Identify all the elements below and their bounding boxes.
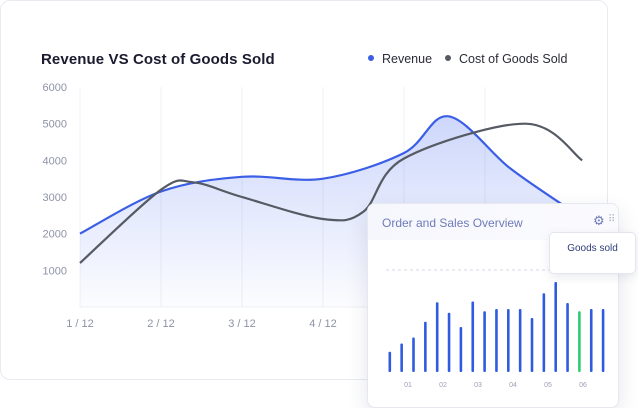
y-tick-label: 2000	[43, 229, 67, 241]
bar-x-tick-label: 06	[579, 382, 587, 389]
x-tick-label: 2 / 12	[147, 318, 175, 330]
goods-sold-tooltip: Goods sold	[549, 232, 636, 274]
x-axis-ticks: 1 / 12 2 / 12 3 / 12 4 / 12	[66, 318, 337, 330]
chart-title: Revenue VS Cost of Goods Sold	[41, 51, 275, 68]
bar-series	[388, 282, 605, 372]
y-tick-label: 6000	[43, 82, 67, 94]
revenue-legend-dot	[368, 55, 374, 61]
legend-label-cogs: Cost of Goods Sold	[459, 52, 568, 66]
bar	[388, 351, 392, 372]
bar	[601, 309, 605, 372]
bar	[518, 309, 522, 372]
gear-icon[interactable]: ⚙	[593, 213, 605, 228]
x-tick-label: 1 / 12	[66, 318, 94, 330]
y-axis-ticks: 1000 2000 3000 4000 5000 6000	[43, 82, 67, 277]
bar	[400, 343, 403, 372]
bar-x-tick-label: 05	[544, 382, 552, 389]
x-tick-label: 3 / 12	[228, 318, 256, 330]
drag-handle-icon[interactable]: ⠿	[608, 214, 616, 225]
bar	[495, 309, 498, 372]
bar	[471, 301, 475, 372]
y-tick-label: 3000	[43, 192, 67, 204]
bar-x-tick-label: 02	[439, 382, 447, 389]
bar	[589, 309, 593, 372]
bar	[566, 303, 569, 372]
y-tick-label: 5000	[43, 119, 67, 131]
cogs-line	[79, 122, 583, 264]
bar	[483, 311, 486, 372]
overview-card-title: Order and Sales Overview	[382, 216, 523, 230]
bar	[554, 282, 557, 372]
legend-item-revenue[interactable]: Revenue	[368, 52, 432, 66]
bar	[447, 312, 451, 372]
bar-x-ticks: 01 02 03 04 05 06	[404, 382, 587, 389]
x-tick-label: 4 / 12	[309, 318, 337, 330]
bar-x-tick-label: 03	[474, 382, 482, 389]
y-tick-label: 4000	[43, 155, 67, 167]
bar-x-tick-label: 01	[404, 382, 412, 389]
revenue-line	[79, 115, 563, 235]
cogs-legend-dot	[445, 55, 451, 61]
bar	[578, 311, 581, 372]
bar-x-tick-label: 04	[509, 382, 517, 389]
bar	[412, 337, 415, 372]
legend-label-revenue: Revenue	[382, 52, 433, 66]
bar	[530, 318, 534, 372]
legend-item-cogs[interactable]: Cost of Goods Sold	[445, 52, 567, 66]
bar	[435, 302, 439, 372]
bar	[507, 309, 510, 372]
bar	[424, 321, 427, 372]
bar	[542, 293, 546, 372]
order-sales-bar-chart: 01 02 03 04 05 06	[386, 269, 606, 389]
y-tick-label: 1000	[43, 265, 67, 277]
bar	[459, 327, 463, 372]
tooltip-label: Goods sold	[567, 243, 618, 254]
